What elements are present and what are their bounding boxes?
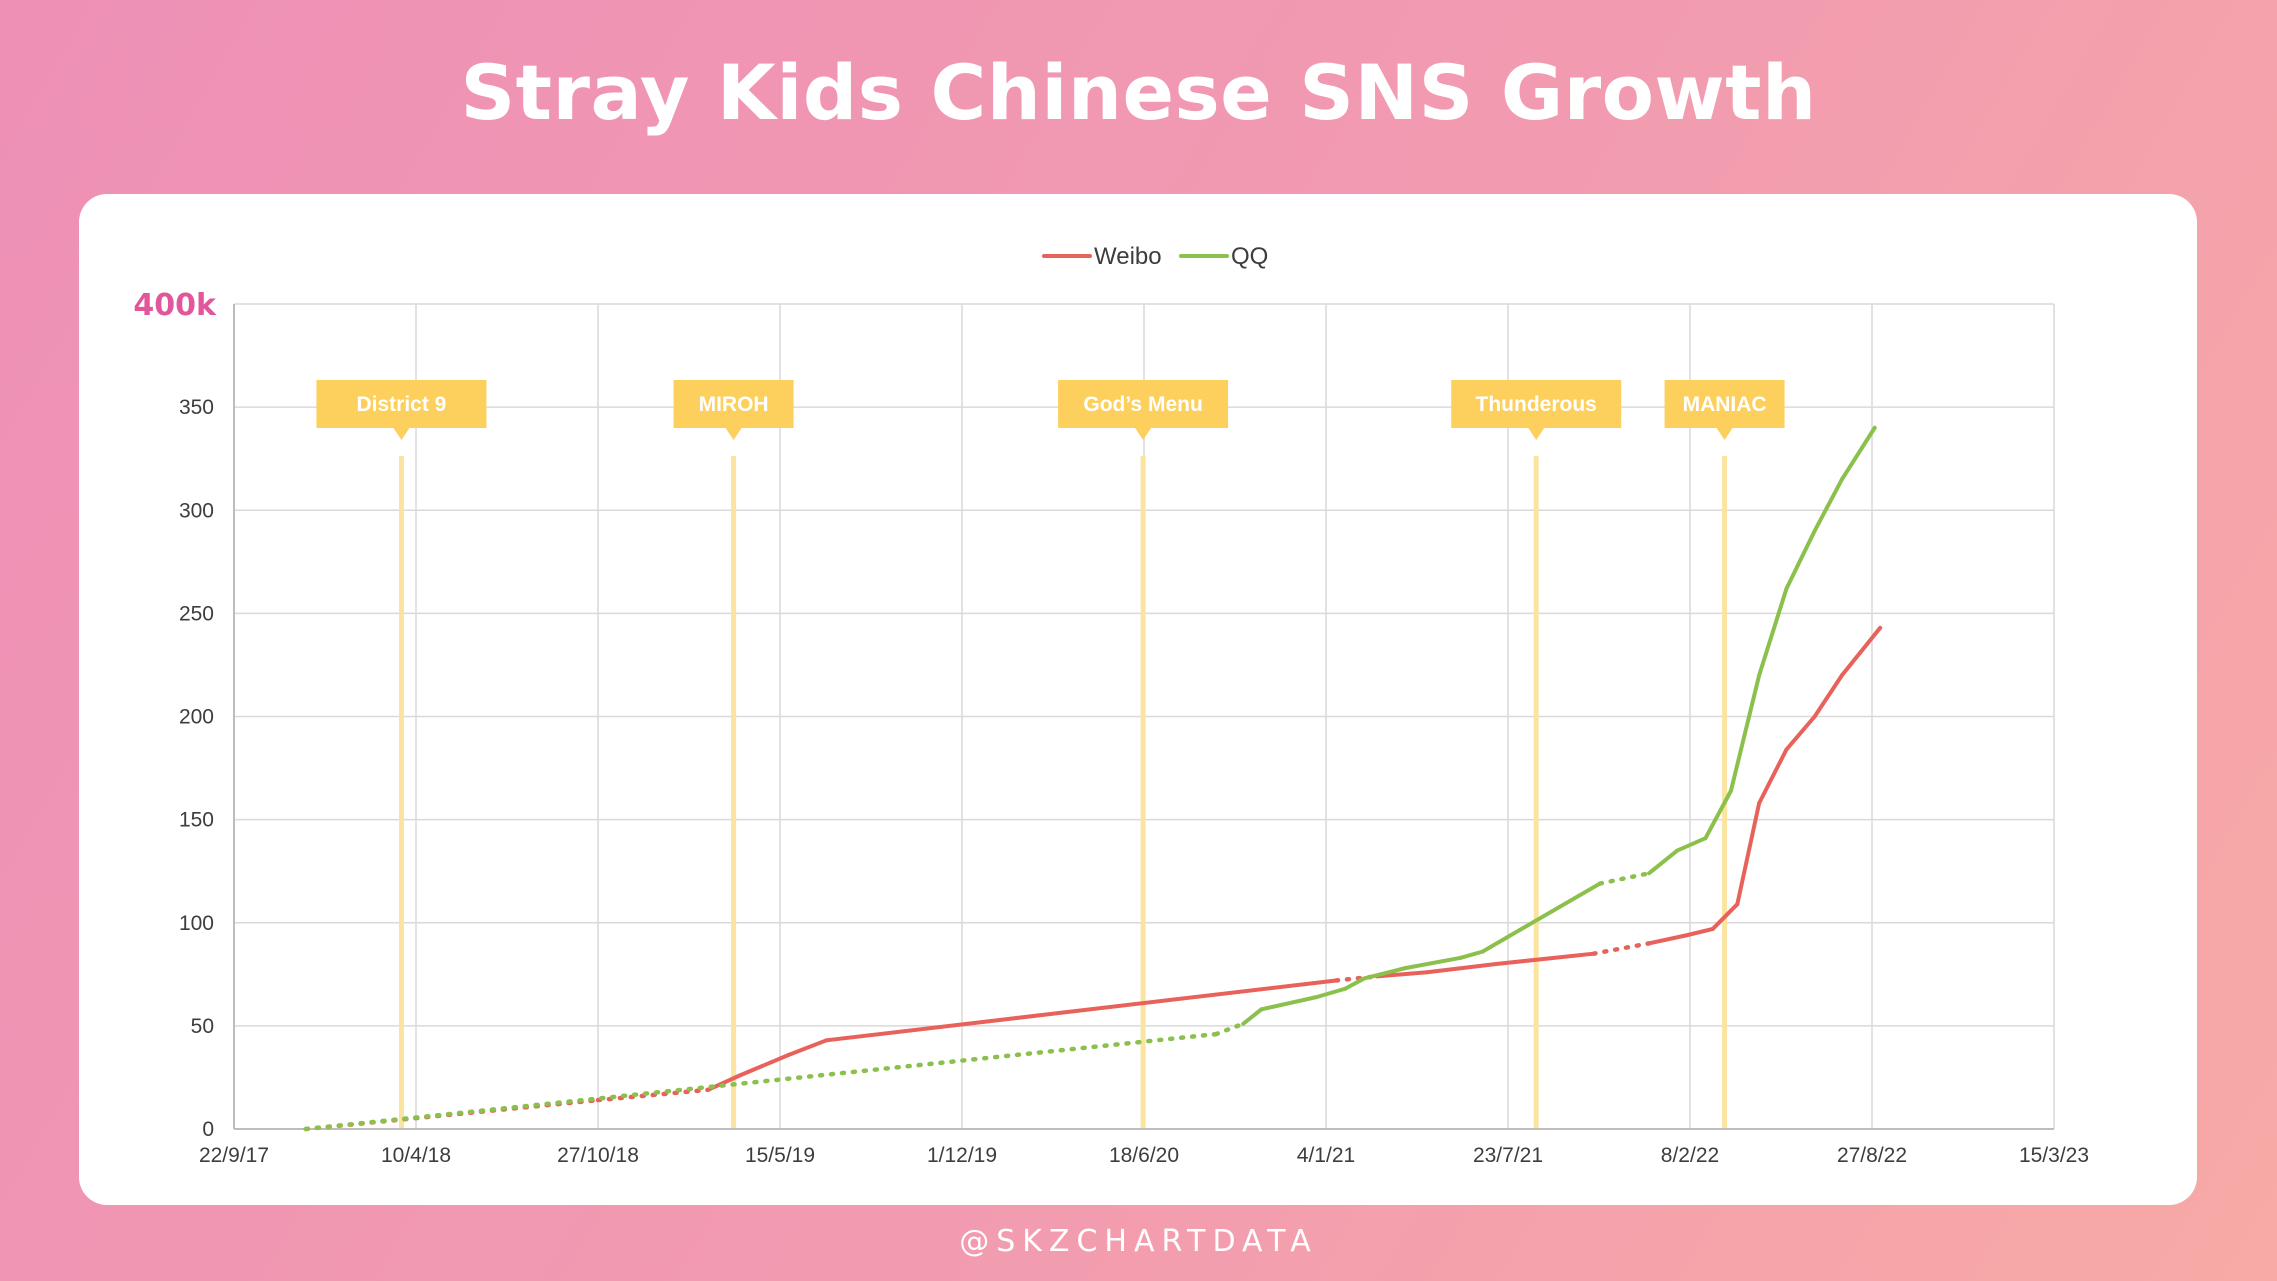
qq-series-segment: [1362, 966, 1408, 981]
annotation-callout: MANIAC: [1664, 380, 1785, 440]
x-tick-label: 15/5/19: [745, 1144, 815, 1167]
legend-label: Weibo: [1094, 243, 1162, 270]
chart-title: Stray Kids Chinese SNS Growth: [460, 48, 1817, 137]
x-tick-label: 22/9/17: [199, 1144, 269, 1167]
weibo-series-segment: [1647, 933, 1690, 946]
annotation-box: [1451, 380, 1622, 428]
qq-series-segment: [1784, 528, 1817, 591]
legend-label: QQ: [1231, 243, 1268, 270]
weibo-series-segment: [595, 1087, 711, 1103]
y-tick-label: 150: [179, 809, 214, 832]
annotation-pointer: [1716, 428, 1733, 440]
axes: 0 50 100 150 200 250 300 350 400k 22/9/17 10/4/18 2…: [133, 288, 2089, 1167]
qq-series-segment: [1458, 949, 1485, 960]
annotation-callout: MIROH: [673, 380, 794, 440]
watermark-handle: @SKZCHARTDATA: [959, 1224, 1318, 1259]
annotation-pointer: [1135, 428, 1152, 440]
x-tick-label: 27/10/18: [557, 1144, 639, 1167]
y-tick-label: 100: [179, 912, 214, 935]
weibo-series-segment: [1494, 951, 1596, 966]
weibo-series-segment: [1784, 714, 1817, 752]
qq-series-segment: [303, 1031, 1219, 1132]
annotation-label: MIROH: [699, 393, 769, 416]
y-tick-label: 50: [191, 1015, 214, 1038]
qq-series-segment: [1343, 976, 1367, 991]
annotation-callout: God’s Menu: [1058, 380, 1229, 440]
x-tick-label: 1/12/19: [927, 1144, 997, 1167]
annotation-box: [316, 380, 487, 428]
weibo-series-segment: [737, 1052, 792, 1078]
annotation-box: [1664, 380, 1785, 428]
annotation-callout: District 9: [316, 380, 487, 440]
qq-series-segment: [1703, 788, 1733, 841]
legend: Weibo QQ: [1042, 243, 1268, 270]
y-tick-label: 0: [202, 1118, 214, 1141]
annotation-label: Thunderous: [1476, 393, 1597, 416]
x-tick-label: 15/3/23: [2019, 1144, 2089, 1167]
qq-series-segment: [1213, 1021, 1246, 1037]
qq-series-segment: [1314, 986, 1348, 999]
qq-series-segment: [1480, 881, 1602, 954]
weibo-series-segment: [1685, 926, 1715, 938]
annotation-pointer: [393, 428, 410, 440]
x-tick-label: 4/1/21: [1297, 1144, 1355, 1167]
qq-series-segment: [1597, 871, 1652, 886]
weibo-series-segment: [1591, 941, 1652, 956]
weibo-series-segment: [1812, 673, 1844, 719]
weibo-series-segment: [1710, 902, 1740, 931]
weibo-series-segment: [1425, 962, 1499, 975]
qq-series-segment: [1839, 425, 1877, 482]
series-lines: [303, 425, 1883, 1132]
legend-item-qq: QQ: [1179, 243, 1268, 270]
annotation-pointer: [725, 428, 742, 440]
qq-series-segment: [1403, 955, 1463, 971]
qq-series-segment: [1812, 477, 1844, 533]
weibo-series-segment: [1374, 970, 1430, 979]
y-tick-label: 300: [179, 499, 214, 522]
annotation-box: [1058, 380, 1229, 428]
weibo-series-segment: [1735, 801, 1762, 907]
qq-series-segment: [1647, 848, 1680, 876]
weibo-series-segment: [824, 978, 1339, 1043]
annotation-label: God’s Menu: [1083, 393, 1202, 416]
y-tick-label: 250: [179, 602, 214, 625]
chart-card: 0 50 100 150 200 250 300 350 400k 22/9/17 10/4/18 2…: [79, 194, 2197, 1205]
qq-series-segment: [1757, 586, 1789, 678]
weibo-series-segment: [787, 1038, 829, 1057]
annotation-callout: Thunderous: [1451, 380, 1622, 440]
qq-series-segment: [1241, 1007, 1264, 1026]
annotation-box: [673, 380, 794, 428]
x-tick-label: 23/7/21: [1473, 1144, 1543, 1167]
x-tick-label: 27/8/22: [1837, 1144, 1907, 1167]
release-annotation-lines: [398, 456, 1728, 1129]
weibo-series-segment: [1839, 625, 1883, 678]
weibo-series-segment: [1757, 747, 1789, 806]
y-tick-label: 200: [179, 706, 214, 729]
x-tick-label: 10/4/18: [381, 1144, 451, 1167]
qq-series-segment: [1259, 995, 1319, 1012]
qq-series-segment: [1728, 673, 1762, 793]
annotation-label: MANIAC: [1683, 393, 1767, 416]
line-chart: 0 50 100 150 200 250 300 350 400k 22/9/17 10/4/18 2…: [133, 243, 2089, 1167]
y-tick-label: 350: [179, 396, 214, 419]
annotation-label: District 9: [357, 393, 447, 416]
qq-series-segment: [1675, 836, 1708, 853]
annotation-pointer: [1528, 428, 1545, 440]
x-tick-label: 8/2/22: [1661, 1144, 1719, 1167]
y-max-label: 400k: [133, 288, 217, 323]
x-tick-label: 18/6/20: [1109, 1144, 1179, 1167]
release-annotation-labels: District 9 MIROH God’s Menu Thunderous MANIA…: [316, 380, 1785, 440]
legend-item-weibo: Weibo: [1042, 243, 1162, 270]
